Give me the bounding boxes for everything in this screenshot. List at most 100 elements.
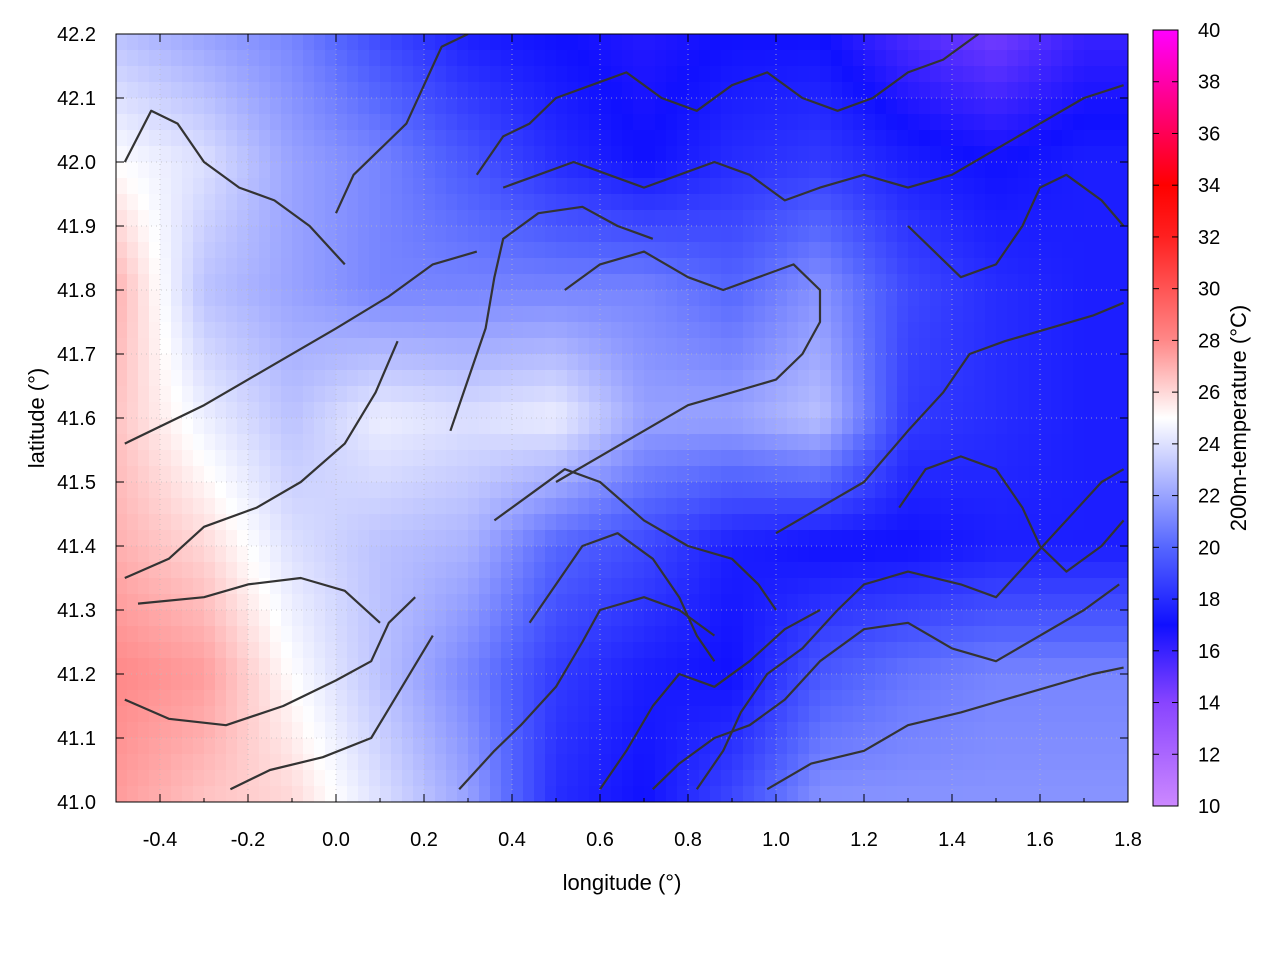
heatmap-cell xyxy=(886,706,898,723)
heatmap-cell xyxy=(325,210,337,227)
heatmap-cell xyxy=(512,674,524,691)
heatmap-cell xyxy=(578,178,590,195)
heatmap-cell xyxy=(743,562,755,579)
heatmap-cell xyxy=(908,466,920,483)
heatmap-cell xyxy=(985,754,997,771)
heatmap-cell xyxy=(655,194,667,211)
heatmap-cell xyxy=(567,658,579,675)
heatmap-cell xyxy=(402,66,414,83)
heatmap-cell xyxy=(149,418,161,435)
heatmap-cell xyxy=(864,722,876,739)
heatmap-cell xyxy=(226,658,238,675)
heatmap-cell xyxy=(1018,738,1030,755)
heatmap-cell xyxy=(347,258,359,275)
heatmap-cell xyxy=(534,786,546,802)
heatmap-cell xyxy=(809,226,821,243)
heatmap-cell xyxy=(182,626,194,643)
heatmap-cell xyxy=(413,50,425,67)
heatmap-cell xyxy=(886,226,898,243)
heatmap-cell xyxy=(930,242,942,259)
heatmap-cell xyxy=(930,786,942,802)
heatmap-cell xyxy=(149,162,161,179)
heatmap-cell xyxy=(930,530,942,547)
heatmap-cell xyxy=(578,434,590,451)
heatmap-cell xyxy=(853,402,865,419)
heatmap-cell xyxy=(490,450,502,467)
heatmap-cell xyxy=(842,258,854,275)
heatmap-cell xyxy=(886,274,898,291)
heatmap-cell xyxy=(1073,130,1085,147)
heatmap-cell xyxy=(875,242,887,259)
heatmap-cell xyxy=(996,450,1008,467)
heatmap-cell xyxy=(138,146,150,163)
heatmap-cell xyxy=(743,178,755,195)
heatmap-cell xyxy=(941,690,953,707)
heatmap-cell xyxy=(578,274,590,291)
heatmap-cell xyxy=(721,418,733,435)
heatmap-cell xyxy=(116,98,128,115)
heatmap-cell xyxy=(182,642,194,659)
heatmap-cell xyxy=(556,466,568,483)
heatmap-cell xyxy=(1095,178,1107,195)
heatmap-cell xyxy=(479,338,491,355)
heatmap-cell xyxy=(1095,466,1107,483)
heatmap-cell xyxy=(391,146,403,163)
heatmap-cell xyxy=(710,114,722,131)
heatmap-cell xyxy=(1040,370,1052,387)
heatmap-cell xyxy=(292,578,304,595)
heatmap-cell xyxy=(270,290,282,307)
heatmap-cell xyxy=(754,338,766,355)
heatmap-cell xyxy=(226,50,238,67)
heatmap-cell xyxy=(468,562,480,579)
heatmap-cell xyxy=(1095,610,1107,627)
heatmap-cell xyxy=(589,130,601,147)
heatmap-cell xyxy=(424,98,436,115)
heatmap-cell xyxy=(358,306,370,323)
heatmap-cell xyxy=(897,50,909,67)
heatmap-cell xyxy=(347,754,359,771)
heatmap-cell xyxy=(787,130,799,147)
heatmap-cell xyxy=(413,114,425,131)
heatmap-cell xyxy=(182,178,194,195)
heatmap-cell xyxy=(941,98,953,115)
heatmap-cell xyxy=(908,722,920,739)
heatmap-cell xyxy=(237,498,249,515)
heatmap-cell xyxy=(1073,242,1085,259)
heatmap-cell xyxy=(479,306,491,323)
heatmap-cell xyxy=(1062,754,1074,771)
heatmap-cell xyxy=(1106,738,1118,755)
heatmap-cell xyxy=(204,258,216,275)
heatmap-cell xyxy=(545,674,557,691)
heatmap-cell xyxy=(941,146,953,163)
heatmap-cell xyxy=(963,626,975,643)
heatmap-cell xyxy=(842,530,854,547)
heatmap-cell xyxy=(886,626,898,643)
heatmap-cell xyxy=(479,162,491,179)
heatmap-cell xyxy=(523,178,535,195)
heatmap-cell xyxy=(248,754,260,771)
heatmap-cell xyxy=(204,594,216,611)
heatmap-cell xyxy=(325,498,337,515)
heatmap-cell xyxy=(963,770,975,787)
heatmap-cell xyxy=(182,770,194,787)
heatmap-cell xyxy=(765,642,777,659)
heatmap-cell xyxy=(1007,210,1019,227)
heatmap-cell xyxy=(281,210,293,227)
heatmap-cell xyxy=(149,98,161,115)
heatmap-cell xyxy=(567,466,579,483)
heatmap-cell xyxy=(259,546,271,563)
heatmap-cell xyxy=(369,226,381,243)
heatmap-cell xyxy=(413,594,425,611)
heatmap-cell xyxy=(281,146,293,163)
heatmap-cell xyxy=(611,354,623,371)
heatmap-cell xyxy=(501,514,513,531)
heatmap-cell xyxy=(171,354,183,371)
heatmap-cell xyxy=(864,370,876,387)
heatmap-cell xyxy=(160,514,172,531)
heatmap-cell xyxy=(776,706,788,723)
heatmap-cell xyxy=(556,642,568,659)
heatmap-cell xyxy=(809,418,821,435)
heatmap-cell xyxy=(457,322,469,339)
heatmap-cell xyxy=(941,658,953,675)
heatmap-cell xyxy=(1073,642,1085,659)
